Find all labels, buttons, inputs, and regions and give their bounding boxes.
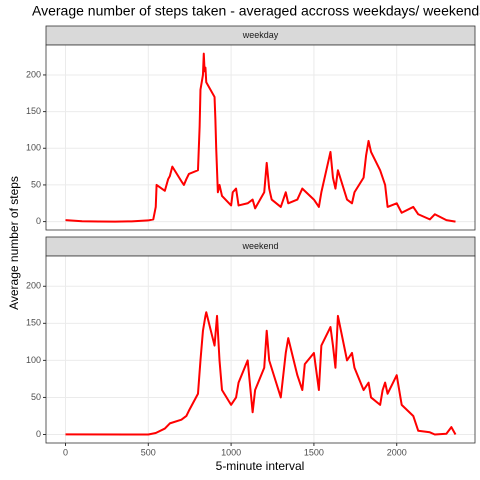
y-tick-label: 150 <box>26 106 41 116</box>
y-tick-label: 100 <box>26 355 41 365</box>
x-tick-label: 0 <box>63 447 68 457</box>
y-tick-label: 150 <box>26 318 41 328</box>
y-tick-label: 0 <box>36 429 41 439</box>
y-tick-label: 50 <box>31 179 41 189</box>
chart-title: Average number of steps taken - averaged… <box>32 3 480 19</box>
panel-border <box>45 255 476 444</box>
x-tick-label: 500 <box>141 447 156 457</box>
y-tick-label: 200 <box>26 69 41 79</box>
y-tick-label: 50 <box>31 392 41 402</box>
x-tick-label: 1000 <box>221 447 241 457</box>
data-line <box>65 52 456 223</box>
y-tick-label: 100 <box>26 143 41 153</box>
y-tick-label: 0 <box>36 216 41 226</box>
x-tick-label: 2000 <box>387 447 407 457</box>
strip-label: weekday <box>242 30 279 40</box>
panel-border <box>45 44 476 231</box>
panel <box>46 45 475 230</box>
x-axis-label: 5-minute interval <box>216 459 305 473</box>
data-line <box>65 311 457 436</box>
y-axis-label: Average number of steps <box>7 176 21 310</box>
x-tick-label: 1500 <box>304 447 324 457</box>
strip-label: weekend <box>241 241 278 251</box>
y-tick-label: 200 <box>26 281 41 291</box>
panel <box>46 256 475 443</box>
